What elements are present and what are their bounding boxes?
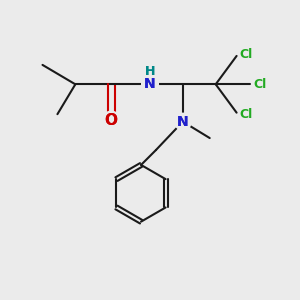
Text: H: H: [145, 65, 155, 78]
Text: Cl: Cl: [239, 48, 252, 61]
Circle shape: [142, 76, 158, 93]
Text: H: H: [145, 65, 155, 78]
Text: N: N: [177, 115, 189, 129]
Text: O: O: [105, 112, 118, 128]
Circle shape: [175, 113, 191, 130]
Text: Cl: Cl: [254, 78, 267, 91]
Text: N: N: [144, 77, 156, 91]
Text: N: N: [144, 77, 156, 91]
Text: O: O: [105, 112, 118, 128]
Circle shape: [102, 111, 120, 129]
Text: Cl: Cl: [239, 108, 252, 121]
Text: N: N: [177, 115, 189, 129]
